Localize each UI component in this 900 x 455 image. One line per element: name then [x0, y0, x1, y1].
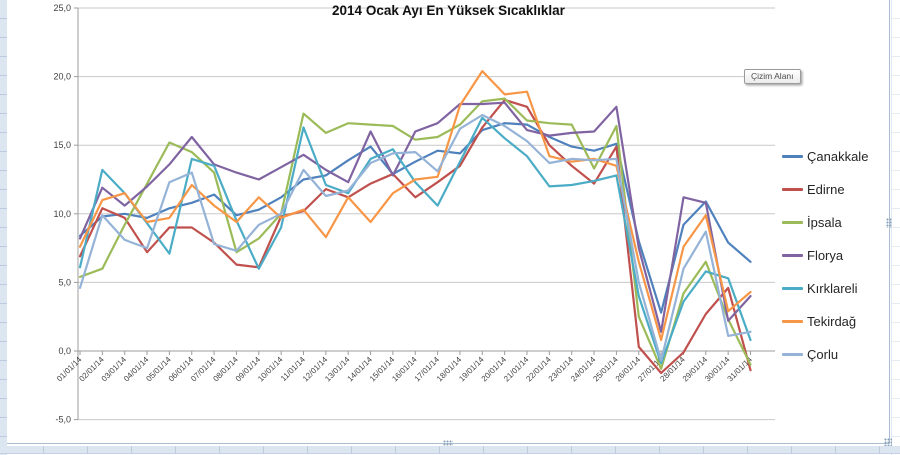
worksheet-bottom-row	[0, 446, 900, 454]
worksheet-right-sliver	[891, 0, 900, 455]
series-line-Kırklareli[interactable]	[78, 116, 752, 365]
plot-area-tooltip: Çizim Alanı	[744, 69, 801, 84]
legend-item-İpsala[interactable]: İpsala	[782, 206, 868, 239]
legend-label: Edirne	[807, 182, 845, 197]
legend-label: İpsala	[807, 215, 842, 230]
legend-swatch	[782, 188, 803, 191]
legend-label: Kırklareli	[807, 281, 858, 296]
legend-label: Çanakkale	[807, 149, 869, 164]
legend-swatch	[782, 254, 803, 257]
legend-item-Edirne[interactable]: Edirne	[782, 173, 868, 206]
y-axis-label: 0,0	[58, 346, 71, 356]
legend-label: Tekirdağ	[807, 314, 857, 329]
worksheet-left-sliver	[0, 0, 7, 455]
series-line-Tekirdağ[interactable]	[78, 69, 752, 342]
series-line-İpsala[interactable]	[78, 97, 752, 370]
y-axis-label: -5,0	[55, 415, 71, 425]
legend-swatch	[782, 353, 803, 356]
legend-item-Çanakkale[interactable]: Çanakkale	[782, 140, 868, 173]
series-line-Çorlu[interactable]	[78, 113, 752, 362]
legend-label: Florya	[807, 248, 844, 263]
legend-item-Çorlu[interactable]: Çorlu	[782, 338, 868, 371]
legend-swatch	[782, 221, 803, 224]
resize-handle-right[interactable]	[886, 218, 892, 228]
legend-swatch	[782, 155, 803, 158]
chart-object[interactable]	[7, 0, 890, 444]
legend-item-Kırklareli[interactable]: Kırklareli	[782, 272, 868, 305]
y-axis-label: 15,0	[53, 140, 71, 150]
legend-item-Tekirdağ[interactable]: Tekirdağ	[782, 305, 868, 338]
series-line-Florya[interactable]	[78, 101, 752, 333]
y-axis-label: 10,0	[53, 209, 71, 219]
chart-title[interactable]: 2014 Ocak Ayı En Yüksek Sıcaklıklar	[332, 3, 565, 18]
resize-handle-bottom[interactable]	[443, 440, 453, 446]
legend-swatch	[782, 287, 803, 290]
chart-legend[interactable]: Çanakkale Edirne İpsala Florya Kırklareli Tek…	[782, 140, 868, 371]
y-axis-label: 5,0	[58, 277, 71, 287]
resize-handle-bottom-right[interactable]	[884, 438, 892, 446]
legend-item-Florya[interactable]: Florya	[782, 239, 868, 272]
legend-label: Çorlu	[807, 347, 839, 362]
y-axis-label: 20,0	[53, 72, 71, 82]
y-axis-label: 25,0	[53, 3, 71, 13]
legend-swatch	[782, 320, 803, 323]
series-line-Edirne[interactable]	[78, 98, 752, 375]
